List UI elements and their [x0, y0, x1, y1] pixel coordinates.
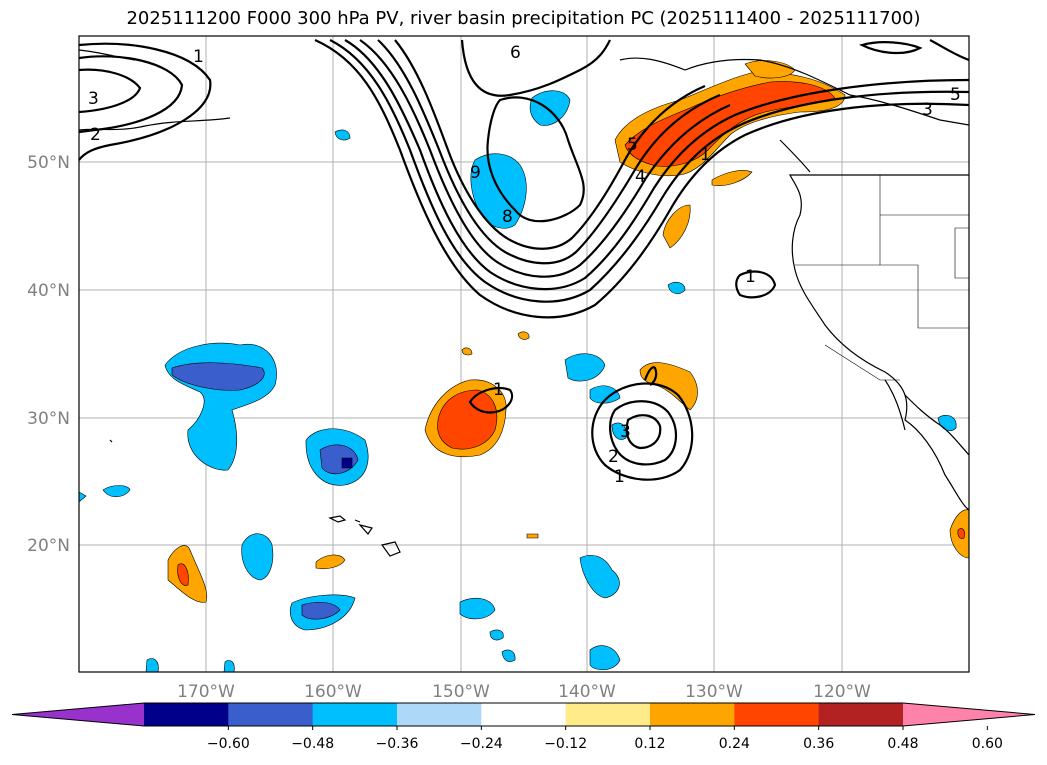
pv-contours [78, 38, 970, 481]
colorbar-tick-label: −0.60 [207, 736, 250, 752]
colorbar-segment [397, 703, 482, 726]
contour-label: 1 [493, 380, 504, 400]
contour-label: 1 [700, 145, 711, 165]
contour-label: 6 [510, 43, 521, 63]
colorbar-segment [144, 703, 229, 726]
contour-label: 2 [608, 447, 619, 467]
colorbar-tick-label: 0.12 [634, 736, 665, 752]
coastlines [78, 49, 970, 557]
colorbar: −0.60 −0.48 −0.36 −0.24 −0.12 0.12 0.24 0.36 0.4… [11, 702, 1036, 752]
colorbar-segment [818, 703, 904, 726]
contour-label: 5 [950, 85, 961, 105]
colorbar-segment [228, 703, 314, 726]
colorbar-segment [650, 703, 735, 726]
contour-label: 2 [90, 125, 101, 145]
contour-label: 3 [620, 422, 631, 442]
lon-label: 120°W [813, 682, 871, 702]
colorbar-segment [481, 703, 567, 726]
colorbar-tick-label: −0.36 [376, 736, 419, 752]
contour-label: 1 [745, 267, 756, 287]
longitude-labels: 170°W 160°W 150°W 140°W 130°W 120°W [177, 682, 871, 702]
colorbar-segment [734, 703, 820, 726]
colorbar-tick-label: −0.48 [291, 736, 334, 752]
contour-label: 4 [635, 167, 646, 187]
figure-title: 2025111200 F000 300 hPa PV, river basin … [126, 8, 921, 29]
contour-label: 3 [88, 89, 99, 109]
contour-label: 1 [193, 47, 204, 67]
contour-label: 1 [614, 467, 625, 487]
contour-label: 3 [922, 100, 933, 120]
lat-label: 30°N [27, 409, 70, 429]
colorbar-segment [565, 703, 651, 726]
colorbar-tick-label: −0.24 [460, 736, 503, 752]
lat-label: 40°N [27, 281, 70, 301]
contour-label: 5 [627, 135, 638, 155]
colorbar-extend-high [903, 703, 1035, 726]
lon-label: 160°W [304, 682, 362, 702]
colorbar-outline [11, 702, 1036, 727]
lon-label: 130°W [685, 682, 743, 702]
precip-positive-areas [167, 60, 970, 603]
lon-label: 150°W [432, 682, 490, 702]
colorbar-segment [312, 703, 398, 726]
lon-label: 140°W [558, 682, 616, 702]
lat-label: 50°N [27, 153, 70, 173]
colorbar-tick-label: 0.48 [887, 736, 918, 752]
colorbar-tick-label: −0.12 [544, 736, 587, 752]
map-frame [78, 35, 970, 673]
pv-contour-labels: 1 2 3 1 6 9 8 4 1 5 3 5 1 1 2 3 [88, 43, 961, 487]
latitude-labels: 50°N 40°N 30°N 20°N [27, 153, 70, 556]
lat-label: 20°N [27, 536, 70, 556]
colorbar-extend-low [12, 703, 144, 726]
contour-label: 9 [470, 163, 481, 183]
colorbar-tick-label: 0.60 [972, 736, 1003, 752]
colorbar-tick-label: 0.24 [719, 736, 750, 752]
contour-label: 8 [502, 207, 513, 227]
lon-label: 170°W [177, 682, 235, 702]
colorbar-tick-label: 0.36 [803, 736, 834, 752]
